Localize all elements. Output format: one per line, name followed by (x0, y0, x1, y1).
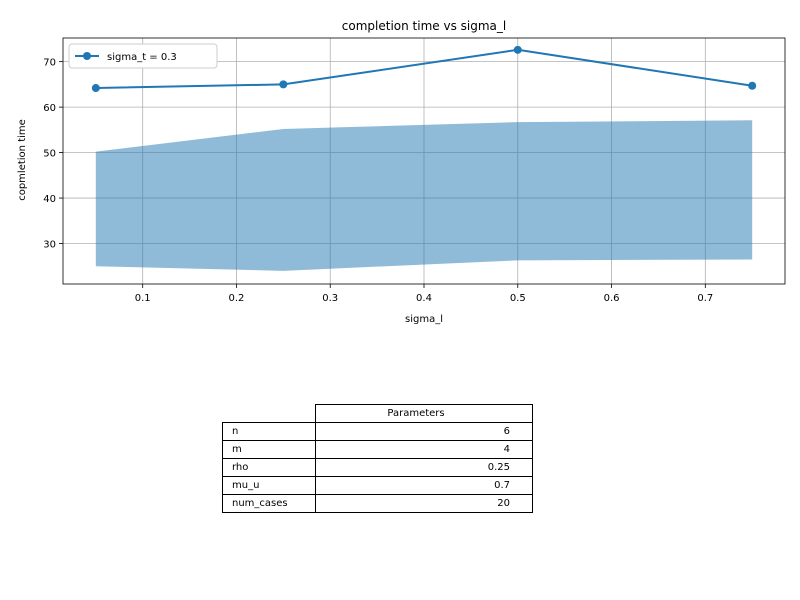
x-tick-label: 0.2 (229, 293, 245, 304)
table-header: Parameters (315, 404, 533, 423)
y-tick-label: 70 (43, 58, 56, 69)
table-row: rho 0.25 (222, 458, 533, 477)
table-row-value: 20 (315, 494, 533, 513)
table-body: n 6 m 4 rho 0.25 mu_u 0.7 num_cases 20 (222, 422, 533, 513)
legend-marker (83, 52, 91, 60)
table-row-value: 6 (315, 422, 533, 441)
table-row: num_cases 20 (222, 494, 533, 513)
data-point (513, 45, 522, 54)
parameters-table: Parameters n 6 m 4 rho 0.25 mu_u 0.7 num_cases 20 (222, 404, 533, 513)
table-row-value: 4 (315, 440, 533, 459)
chart-title: completion time vs sigma_l (342, 19, 506, 33)
table-row-value: 0.7 (315, 476, 533, 495)
x-tick-label: 0.1 (135, 293, 151, 304)
table-row-label: n (222, 422, 316, 441)
y-axis-label: copmletion time (17, 119, 28, 201)
x-tick-label: 0.7 (697, 293, 713, 304)
table-row: mu_u 0.7 (222, 476, 533, 495)
y-tick-label: 50 (43, 149, 56, 160)
plot-area: 0.1 0.2 0.3 0.4 0.5 0.6 0.7 30 40 50 60 70 sigma_t =… (43, 37, 786, 304)
y-tick-label: 60 (43, 103, 56, 114)
x-tick-label: 0.6 (604, 293, 620, 304)
table-row-label: mu_u (222, 476, 316, 495)
x-tick-label: 0.3 (322, 293, 338, 304)
x-tick-label: 0.4 (416, 293, 432, 304)
x-axis-label: sigma_l (405, 314, 443, 325)
table-row-value: 0.25 (315, 458, 533, 477)
table-corner-cell (223, 405, 316, 423)
table-row-label: num_cases (222, 494, 316, 513)
data-point (279, 80, 288, 89)
data-point (748, 81, 757, 90)
range-band (95, 120, 753, 271)
x-tick-label: 0.5 (510, 293, 526, 304)
legend (68, 43, 218, 69)
data-point (91, 84, 100, 93)
series-line (95, 48, 753, 90)
table-row-label: m (222, 440, 316, 459)
y-tick-label: 30 (43, 240, 56, 251)
legend-label: sigma_t = 0.3 (107, 52, 177, 63)
y-tick-label: 40 (43, 194, 56, 205)
table-row-label: rho (222, 458, 316, 477)
table-header-row: Parameters (223, 404, 533, 423)
